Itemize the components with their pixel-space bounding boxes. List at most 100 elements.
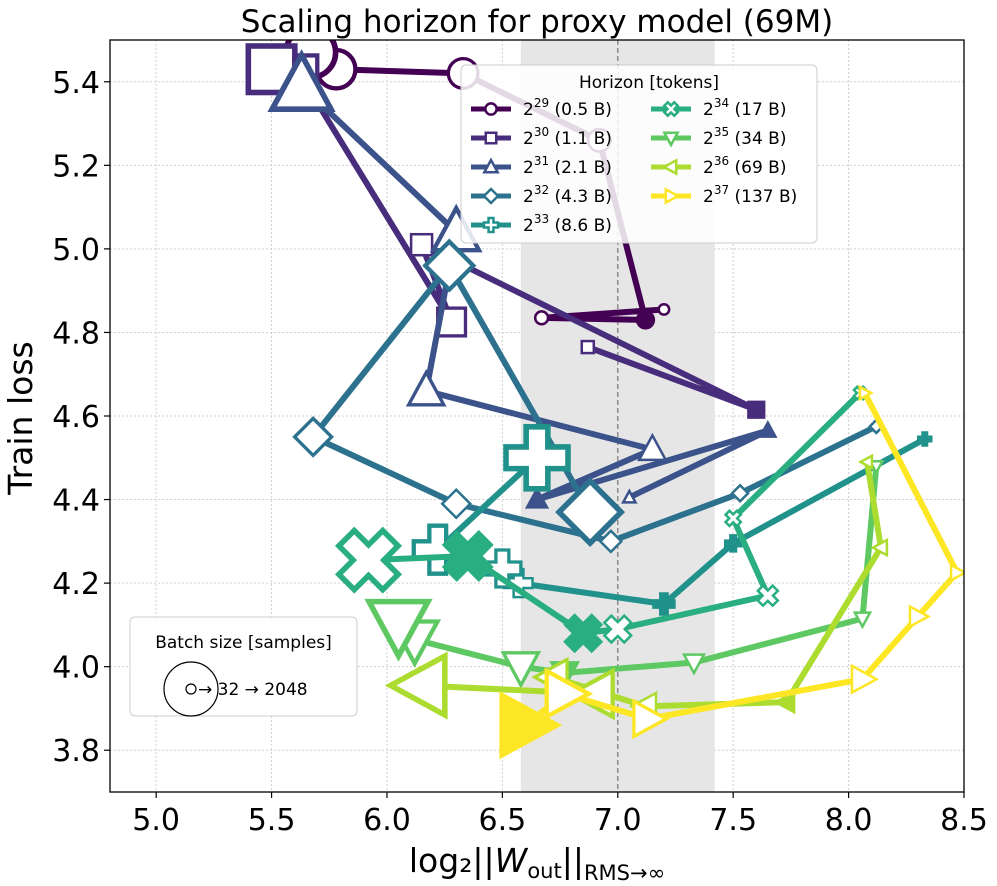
legend-label: 237 (137 B) <box>703 183 797 207</box>
data-point <box>758 420 778 438</box>
data-point <box>868 460 885 476</box>
legend-label: 230 (1.1 B) <box>523 125 612 149</box>
data-point <box>503 423 571 492</box>
legend-label-exp: 34 <box>714 96 729 110</box>
x-tick-label: 6.5 <box>479 803 527 838</box>
data-point <box>563 613 604 654</box>
legend-entry-8: 236 (69 B) <box>651 154 786 178</box>
x-axis-label-log: log₂|| <box>409 841 495 880</box>
data-point <box>850 663 880 695</box>
data-point <box>441 529 494 582</box>
legend-entry-6: 234 (17 B) <box>651 96 786 120</box>
data-point <box>681 653 707 676</box>
data-point <box>555 477 626 548</box>
legend-label-suffix: (137 B) <box>729 187 797 207</box>
legend-label-suffix: (0.5 B) <box>549 100 612 120</box>
x-tick-label: 5.5 <box>248 803 296 838</box>
data-point <box>409 232 434 257</box>
legend-label-base: 2 <box>523 158 534 178</box>
data-point <box>773 690 796 715</box>
legend-label-suffix: (69 B) <box>729 158 786 178</box>
legend-label-exp: 31 <box>534 154 549 168</box>
data-point <box>422 238 477 293</box>
y-tick-label: 5.2 <box>52 149 100 184</box>
series-9 <box>499 384 964 760</box>
legend-label-exp: 30 <box>534 125 549 139</box>
data-point <box>657 303 671 316</box>
legend-label: 232 (4.3 B) <box>523 183 612 207</box>
legend-entry-2: 230 (1.1 B) <box>471 125 612 149</box>
data-point <box>632 698 670 740</box>
legend-label-base: 2 <box>523 187 534 207</box>
y-tick-label: 5.4 <box>52 66 100 101</box>
data-point <box>364 598 433 662</box>
x-axis-ticks: 5.0 5.5 6.0 6.5 7.0 7.5 8.0 8.5 <box>132 792 988 838</box>
x-tick-label: 8.5 <box>940 803 988 838</box>
x-tick-label: 5.0 <box>132 803 180 838</box>
data-point <box>857 453 874 471</box>
legend-entry-9: 237 (137 B) <box>651 183 797 207</box>
data-point <box>747 400 766 419</box>
legend-entry-1: 229 (0.5 B) <box>471 96 612 120</box>
legend-marker <box>664 187 681 205</box>
legend-label-exp: 33 <box>534 212 549 226</box>
size-legend-box <box>129 616 358 717</box>
y-tick-label: 3.8 <box>52 734 100 769</box>
data-point <box>580 339 596 355</box>
legend-label-base: 2 <box>523 216 534 236</box>
series-6 <box>334 385 869 654</box>
data-point <box>756 583 780 608</box>
legend-label-base: 2 <box>703 100 714 120</box>
series-4 <box>292 238 885 554</box>
x-axis-label-out: out <box>527 859 561 883</box>
legend-label-base: 2 <box>523 129 534 149</box>
data-point <box>636 432 668 462</box>
y-tick-label: 4.8 <box>52 316 100 351</box>
legend-entry-4: 232 (4.3 B) <box>471 183 612 207</box>
legend-marker <box>484 102 498 116</box>
y-tick-label: 4.2 <box>52 567 100 602</box>
data-point <box>652 592 676 616</box>
legend-marker <box>661 158 678 176</box>
x-axis-label: log₂||Wout||RMS→∞ <box>409 841 665 885</box>
horizon-legend: Horizon [tokens]229 (0.5 B)230 (1.1 B)23… <box>460 64 818 244</box>
y-tick-label: 4.0 <box>52 651 100 686</box>
x-axis-label-w: W <box>495 841 529 880</box>
legend-label: 229 (0.5 B) <box>523 96 612 120</box>
legend-marker <box>662 131 680 148</box>
legend-marker <box>482 157 500 174</box>
x-tick-label: 7.5 <box>709 803 757 838</box>
data-point <box>858 384 874 402</box>
legend-entry-7: 235 (34 B) <box>651 125 786 149</box>
large-size-circle <box>163 661 219 717</box>
legend-label-exp: 35 <box>714 125 729 139</box>
legend-entry-3: 231 (2.1 B) <box>471 154 612 178</box>
data-point <box>598 529 624 554</box>
legend-label-suffix: (8.6 B) <box>549 216 612 236</box>
data-point <box>723 508 743 528</box>
data-point <box>730 483 750 504</box>
x-tick-label: 8.0 <box>825 803 873 838</box>
data-point <box>917 431 933 447</box>
legend-label-base: 2 <box>703 129 714 149</box>
data-point <box>723 534 743 553</box>
legend-box <box>460 64 818 244</box>
data-point <box>267 49 336 112</box>
legend-marker <box>662 100 680 118</box>
legend-label-base: 2 <box>523 100 534 120</box>
legend-label-exp: 32 <box>534 183 549 197</box>
legend-label-suffix: (4.3 B) <box>549 187 612 207</box>
data-point <box>908 604 931 629</box>
data-point <box>384 651 448 720</box>
size-legend-title: Batch size [samples] <box>155 633 332 653</box>
data-point <box>621 488 638 504</box>
legend-label: 234 (17 B) <box>703 96 786 120</box>
legend-label: 236 (69 B) <box>703 154 786 178</box>
data-point <box>440 487 472 520</box>
legend-label: 231 (2.1 B) <box>523 154 612 178</box>
data-point <box>635 310 656 330</box>
legend-label-suffix: (17 B) <box>729 100 786 120</box>
data-point <box>602 613 633 645</box>
data-point <box>499 691 563 760</box>
